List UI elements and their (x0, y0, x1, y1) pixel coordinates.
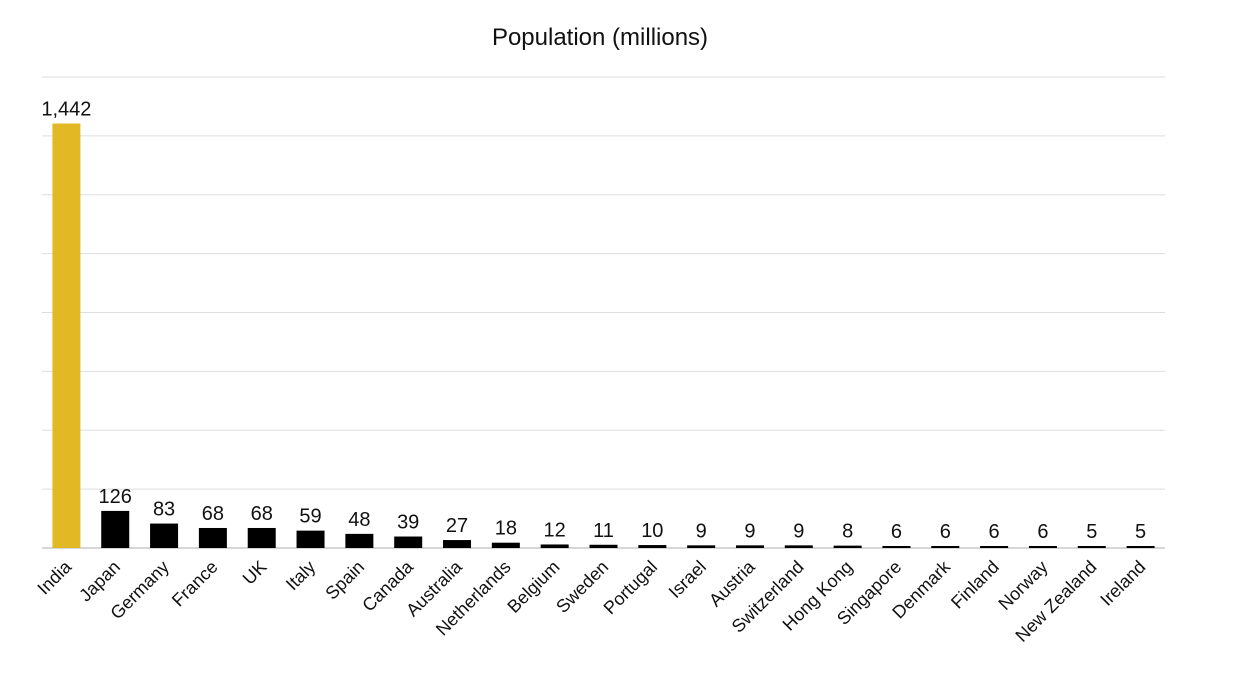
bar (1077, 546, 1106, 548)
data-label: 11 (593, 520, 614, 542)
x-tick-label: Spain (321, 557, 368, 604)
data-label: 9 (793, 520, 804, 542)
data-label: 9 (696, 520, 707, 542)
data-label: 5 (1086, 521, 1097, 543)
data-label: 12 (544, 519, 566, 541)
bar (198, 527, 227, 548)
x-tick-label: France (168, 557, 222, 611)
bar (931, 546, 960, 548)
x-tick-label: India (33, 556, 75, 598)
bar (833, 545, 862, 548)
data-label: 126 (99, 486, 132, 508)
bar (980, 546, 1009, 548)
bar (394, 536, 423, 548)
bar (247, 527, 276, 548)
bar (784, 545, 813, 548)
data-label: 6 (940, 521, 951, 543)
data-label: 39 (397, 512, 419, 534)
bar (150, 523, 179, 548)
bar (296, 530, 325, 548)
data-label: 18 (495, 518, 517, 540)
bar (735, 545, 764, 548)
data-label: 1,442 (41, 99, 91, 121)
data-label: 9 (744, 520, 755, 542)
bar (589, 544, 618, 548)
data-label: 27 (446, 515, 468, 537)
x-tick-label: Belgium (503, 557, 563, 617)
data-label: 6 (1037, 521, 1048, 543)
bar (638, 545, 667, 548)
data-label: 8 (842, 521, 853, 543)
data-label: 83 (153, 499, 175, 521)
chart-title: Population (millions) (491, 24, 709, 51)
bar (345, 533, 374, 548)
bar (540, 544, 569, 548)
x-tick-label: Italy (282, 557, 319, 594)
bar (101, 510, 130, 548)
data-label: 68 (251, 503, 273, 525)
x-tick-label: Portugal (600, 557, 662, 619)
data-label: 48 (348, 509, 370, 531)
x-tick-label: Finland (947, 557, 1003, 613)
data-label: 5 (1135, 521, 1146, 543)
bar (52, 123, 81, 548)
data-label: 10 (641, 520, 663, 542)
bar (491, 542, 520, 548)
data-label: 68 (202, 503, 224, 525)
data-label: 59 (299, 506, 321, 528)
bar (1126, 546, 1155, 548)
data-label: 6 (989, 521, 1000, 543)
bar (882, 546, 911, 548)
data-label: 6 (891, 521, 902, 543)
x-tick-label: UK (239, 557, 271, 589)
bar (1028, 546, 1057, 548)
x-tick-label: Israel (665, 557, 710, 602)
bar (443, 540, 472, 548)
x-tick-label: Ireland (1096, 557, 1149, 610)
bar (687, 545, 716, 548)
